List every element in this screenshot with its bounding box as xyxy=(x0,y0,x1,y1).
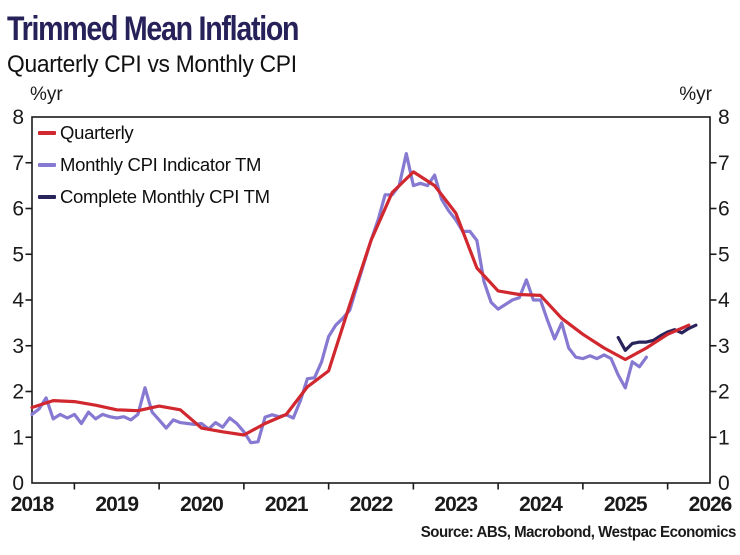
series-line-complete-monthly-cpi-tm xyxy=(616,323,698,352)
complete-monthly-line-swatch xyxy=(38,195,56,199)
y-tick-label-right: 1 xyxy=(718,426,730,449)
y-axis-unit-left: %yr xyxy=(30,84,63,105)
series-line-monthly-cpi-indicator-tm xyxy=(30,152,649,445)
monthly-indicator-line-swatch xyxy=(38,163,56,167)
page-title: Trimmed Mean Inflation xyxy=(7,10,300,48)
y-tick-label-left: 2 xyxy=(12,381,24,404)
x-tick-label: 2020 xyxy=(180,493,223,516)
y-tick-label-left: 4 xyxy=(12,289,24,312)
series-lines xyxy=(30,152,698,445)
y-tick-label-left: 5 xyxy=(12,243,24,266)
y-tick-label-left: 7 xyxy=(12,152,24,175)
y-tick-label-left: 3 xyxy=(12,335,24,358)
x-tick-label: 2018 xyxy=(11,493,55,516)
legend-item-quarterly: Quarterly xyxy=(38,117,270,149)
legend-label: Monthly CPI Indicator TM xyxy=(60,154,262,175)
x-tick-label: 2019 xyxy=(95,493,138,516)
y-tick-label-right: 0 xyxy=(718,472,730,495)
source-note: Source: ABS, Macrobond, Westpac Economic… xyxy=(420,524,737,541)
y-tick-label-left: 0 xyxy=(12,472,24,495)
axis-tick-labels: 0 0 1 1 2 2 3 3 4 4 5 5 6 6 7 7 8 8 2018 2019 2020 2021 2022 20… xyxy=(11,106,733,516)
x-tick-label: 2025 xyxy=(604,493,648,516)
y-tick-label-right: 3 xyxy=(718,335,730,358)
x-tick-label: 2026 xyxy=(689,493,732,516)
legend-label: Complete Monthly CPI TM xyxy=(60,186,270,207)
y-tick-label-right: 6 xyxy=(718,198,730,221)
y-tick-label-left: 1 xyxy=(12,426,24,449)
legend-item-monthly-indicator: Monthly CPI Indicator TM xyxy=(38,149,270,181)
y-tick-label-right: 4 xyxy=(718,289,730,312)
quarterly-line-swatch xyxy=(38,131,56,135)
y-axis-unit-right: %yr xyxy=(679,84,712,105)
y-tick-label-right: 7 xyxy=(718,152,730,175)
x-tick-label: 2022 xyxy=(350,493,393,516)
chart-legend: Quarterly Monthly CPI Indicator TM Compl… xyxy=(38,117,270,213)
x-tick-label: 2024 xyxy=(519,493,563,516)
x-tick-label: 2021 xyxy=(265,493,309,516)
legend-label: Quarterly xyxy=(60,122,134,143)
y-tick-label-left: 8 xyxy=(12,106,24,129)
axis-ticks xyxy=(25,161,717,490)
x-tick-label: 2023 xyxy=(434,493,477,516)
page-subtitle: Quarterly CPI vs Monthly CPI xyxy=(7,51,297,78)
y-tick-label-right: 8 xyxy=(718,106,730,129)
series-line-quarterly xyxy=(30,170,691,437)
y-tick-label-right: 2 xyxy=(718,381,730,404)
legend-item-complete-monthly: Complete Monthly CPI TM xyxy=(38,181,270,213)
y-tick-label-left: 6 xyxy=(12,198,24,221)
y-tick-label-right: 5 xyxy=(718,243,730,266)
